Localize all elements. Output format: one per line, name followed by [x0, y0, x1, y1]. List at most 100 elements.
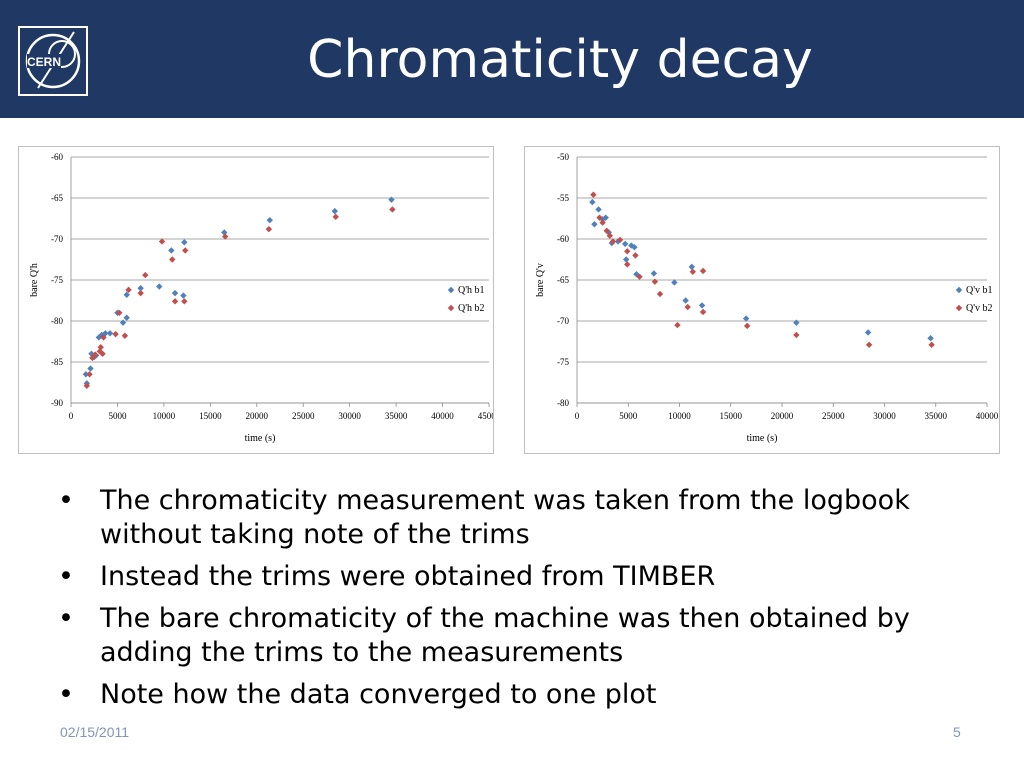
x-tick-label: 30000	[873, 411, 896, 421]
data-point	[623, 256, 630, 263]
data-point	[112, 330, 119, 338]
data-point	[99, 350, 106, 357]
chart-right-svg: -80 -75 -70 -65 -60 -55 -50 0 5000 10000 15000 2000…	[535, 152, 999, 444]
y-tick-label: -75	[557, 357, 569, 367]
bullet-dot: •	[58, 485, 74, 516]
x-tick-label: 5000	[619, 411, 638, 421]
data-point	[123, 314, 130, 321]
data-point	[168, 247, 175, 254]
data-point	[82, 371, 90, 378]
data-point	[97, 344, 104, 351]
data-point	[589, 198, 596, 206]
data-point	[609, 238, 617, 245]
data-point	[332, 213, 339, 221]
x-axis-label: time (s)	[747, 433, 778, 444]
chart-vertical-chromaticity: -80 -75 -70 -65 -60 -55 -50 0 5000 10000 15000 2000…	[524, 146, 1000, 454]
data-point	[221, 233, 229, 240]
x-tick-label: 10000	[153, 411, 176, 421]
data-point	[169, 256, 176, 263]
data-point	[266, 216, 273, 224]
data-point	[624, 248, 631, 255]
cern-logo-icon: CERN	[18, 26, 88, 96]
data-point	[331, 207, 339, 215]
x-tick-label: 45000	[478, 411, 493, 421]
data-point	[793, 319, 800, 326]
data-point	[156, 283, 163, 290]
data-point	[137, 289, 144, 297]
legend-label: Q'h b2	[458, 303, 485, 314]
logo-text: CERN	[27, 55, 61, 69]
data-point	[742, 315, 750, 322]
y-tick-label: -80	[51, 316, 63, 326]
y-tick-label: -70	[557, 316, 569, 326]
data-point	[928, 341, 935, 348]
bullet-text: Instead the trims were obtained from TIM…	[100, 561, 716, 592]
slide-header: CERN Chromaticity decay	[0, 0, 1024, 118]
data-point	[181, 298, 188, 305]
y-axis-label: bare Q'h	[29, 263, 40, 297]
x-tick-label: 40000	[431, 411, 454, 421]
data-point	[599, 219, 606, 226]
data-point	[927, 335, 934, 342]
data-point	[137, 285, 144, 292]
footer-date: 02/15/2011	[60, 724, 130, 740]
y-tick-label: -55	[557, 193, 569, 203]
data-point	[100, 334, 107, 341]
data-point	[121, 332, 129, 339]
data-point	[743, 322, 751, 330]
data-point	[389, 206, 396, 213]
x-tick-label: 25000	[822, 411, 845, 421]
page-number: 5	[953, 724, 961, 740]
x-tick-label: 20000	[771, 411, 794, 421]
data-point	[595, 206, 602, 213]
y-axis-label: bare Q'v	[535, 263, 546, 297]
data-point	[116, 309, 123, 316]
bullet-text: Note how the data converged to one plot	[100, 679, 657, 710]
data-point	[624, 261, 631, 268]
bullet-item: • The bare chromaticity of the machine wa…	[58, 602, 998, 670]
x-tick-label: 40000	[976, 411, 999, 421]
bullet-dot: •	[58, 561, 74, 592]
data-point	[158, 238, 166, 245]
bullet-dot: •	[58, 679, 74, 710]
data-point	[684, 303, 691, 311]
y-tick-label: -50	[557, 152, 569, 162]
data-point	[142, 271, 149, 279]
data-point	[182, 247, 189, 254]
legend-marker	[955, 304, 963, 312]
data-point	[591, 221, 598, 228]
data-point	[388, 196, 395, 203]
data-point	[671, 279, 678, 286]
data-point	[91, 351, 99, 358]
data-point	[682, 297, 689, 304]
data-point	[599, 216, 606, 223]
bullet-text: The bare chromaticity of the machine was…	[100, 603, 910, 668]
data-point	[86, 371, 93, 378]
data-point	[171, 298, 179, 305]
legend-marker	[447, 304, 455, 312]
page-title: Chromaticity decay	[307, 30, 813, 90]
data-point	[106, 330, 114, 337]
chart-horizontal-chromaticity: -90 -85 -80 -75 -70 -65 -60 0 5000 10000 15000 2000…	[18, 146, 494, 454]
x-tick-label: 20000	[246, 411, 269, 421]
x-tick-label: 35000	[925, 411, 948, 421]
data-point	[621, 240, 629, 248]
y-tick-label: -60	[51, 152, 63, 162]
y-tick-label: -85	[51, 357, 63, 367]
data-point	[674, 321, 681, 329]
y-tick-label: -75	[51, 275, 63, 285]
x-tick-label: 35000	[385, 411, 408, 421]
x-axis-label: time (s)	[245, 433, 276, 444]
data-point	[119, 319, 127, 326]
data-point	[656, 290, 664, 298]
chart-left-svg: -90 -85 -80 -75 -70 -65 -60 0 5000 10000 15000 2000…	[29, 152, 493, 444]
bullet-item: • Note how the data converged to one plot	[58, 678, 998, 712]
bullet-item: • The chromaticity measurement was taken …	[58, 484, 998, 552]
legend-label: Q'v b1	[966, 285, 993, 296]
data-point	[632, 252, 639, 259]
data-point	[181, 239, 188, 246]
y-tick-label: -65	[557, 275, 569, 285]
data-point	[180, 292, 187, 299]
y-tick-label: -60	[557, 234, 569, 244]
bullet-dot: •	[58, 603, 74, 634]
